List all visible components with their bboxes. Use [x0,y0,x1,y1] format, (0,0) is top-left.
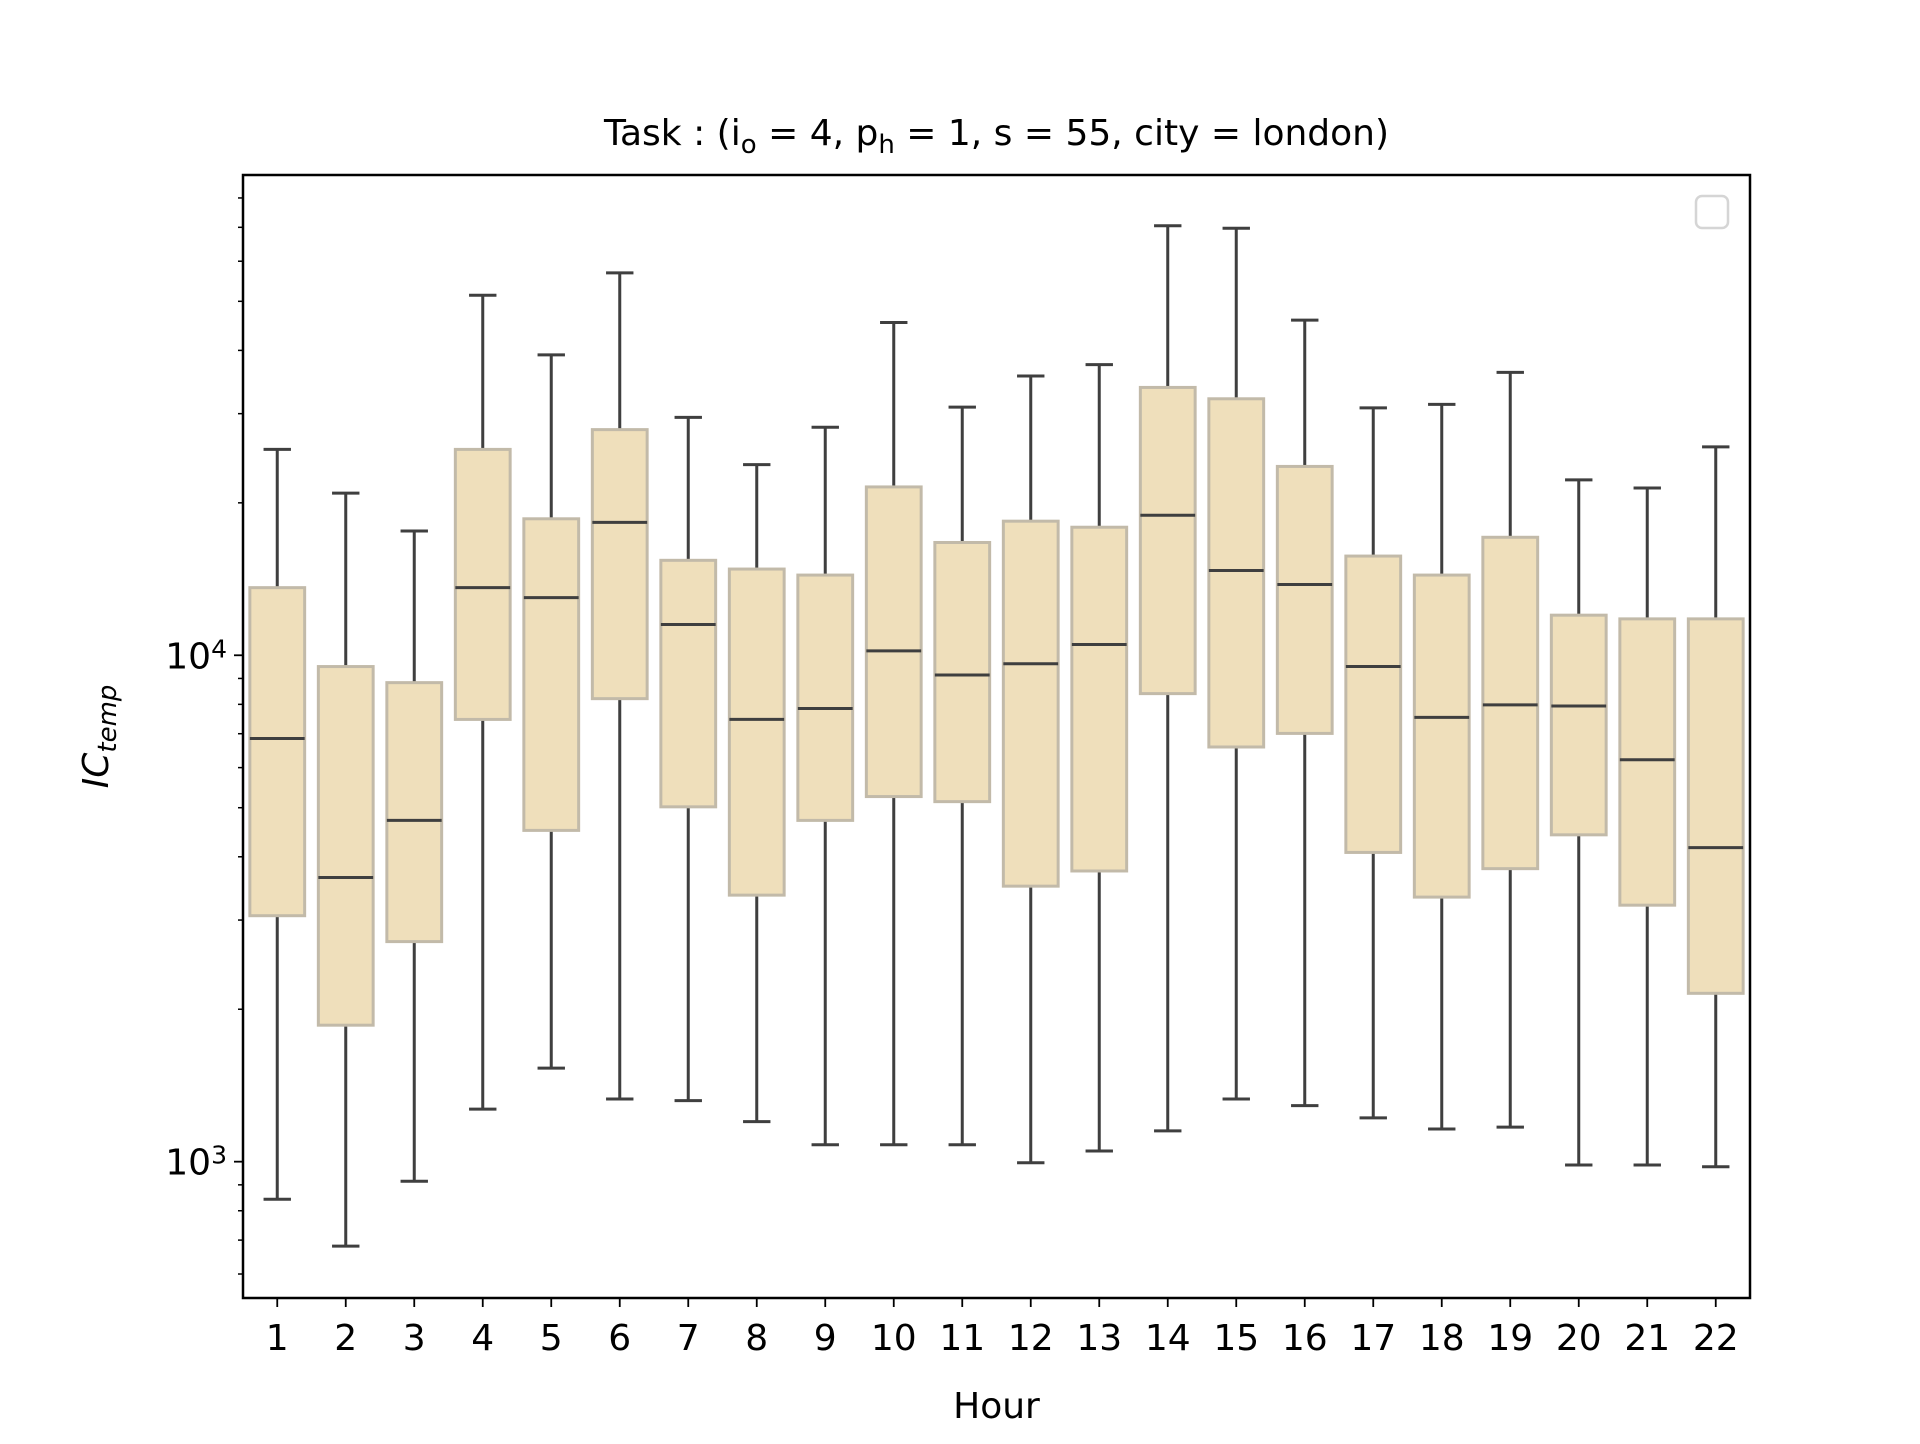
box [1207,397,1266,749]
box [659,558,718,809]
y-axis-label: ICtemp [76,685,123,789]
box [727,567,786,897]
x-tick-label: 10 [871,1318,917,1359]
box [1412,573,1471,899]
x-tick-label: 17 [1350,1318,1396,1359]
box [453,447,512,721]
x-tick-label: 11 [939,1318,985,1359]
x-axis-label: Hour [953,1386,1040,1427]
x-tick-label: 6 [608,1318,631,1359]
box [796,573,855,822]
x-tick-label: 1 [266,1318,289,1359]
x-tick-label: 22 [1693,1318,1739,1359]
box [1001,519,1060,888]
box [248,586,307,918]
x-tick-label: 2 [334,1318,357,1359]
y-tick-label: 104 [165,634,227,677]
x-tick-label: 21 [1624,1318,1670,1359]
chart-title: Task : (io = 4, ph = 1, s = 55, city = l… [603,113,1389,160]
box [590,428,649,701]
box [316,665,375,1027]
x-tick-label: 5 [540,1318,563,1359]
x-tick-label: 8 [745,1318,768,1359]
x-tick-label: 3 [403,1318,426,1359]
box [1618,617,1677,907]
box [864,485,923,799]
x-tick-label: 14 [1145,1318,1191,1359]
x-tick-label: 7 [677,1318,700,1359]
box [1138,385,1197,696]
box [1481,535,1540,871]
x-tick-label: 15 [1213,1318,1259,1359]
box [1686,617,1745,995]
box [1275,464,1334,735]
y-tick-label: 103 [165,1140,227,1183]
plot-frame [241,173,1752,1300]
x-tick-label: 13 [1076,1318,1122,1359]
box [385,681,444,944]
x-tick-label: 20 [1556,1318,1602,1359]
x-tick-label: 9 [814,1318,837,1359]
x-tick-label: 12 [1008,1318,1054,1359]
x-tick-label: 4 [471,1318,494,1359]
box [1070,525,1129,873]
legend [1694,194,1730,230]
box [933,540,992,804]
box [1344,554,1403,854]
x-tick-label: 16 [1282,1318,1328,1359]
x-tick-label: 19 [1487,1318,1533,1359]
box [522,517,581,832]
box [1549,613,1608,837]
x-tick-label: 18 [1419,1318,1465,1359]
